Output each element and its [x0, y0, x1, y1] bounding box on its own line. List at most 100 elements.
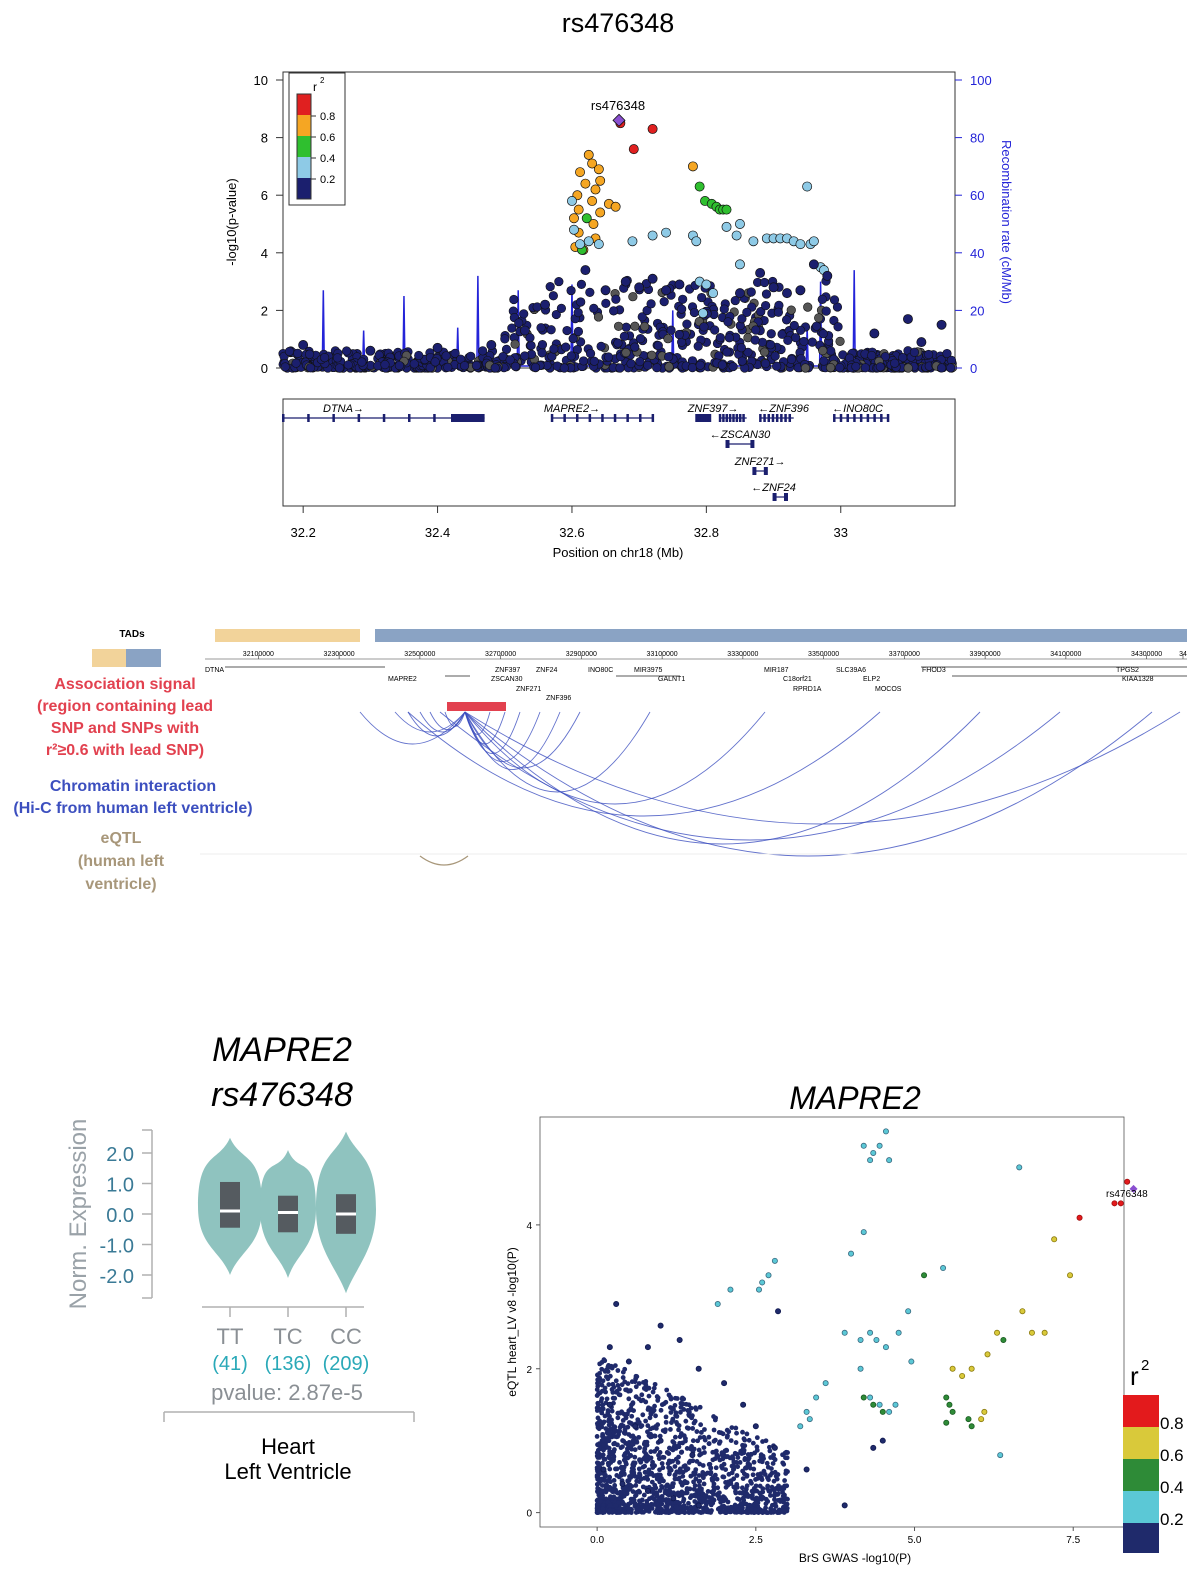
snp-point: [590, 184, 601, 195]
snp-point: [613, 338, 623, 348]
coloc-point: [659, 1461, 665, 1466]
snp-point: [291, 358, 301, 368]
coloc-point: [617, 1460, 622, 1465]
exon: [759, 414, 762, 422]
coloc-point: [742, 1443, 748, 1449]
coloc-point: [612, 1395, 618, 1401]
snp-point: [800, 363, 811, 373]
snp-point: [666, 325, 676, 335]
snp-point: [561, 342, 571, 352]
coloc-point: [611, 1447, 617, 1452]
snp-point: [293, 348, 303, 358]
coloc-point: [744, 1473, 750, 1479]
coloc-point: [601, 1437, 607, 1443]
coloc-point: [666, 1465, 671, 1471]
coloc-point: [673, 1504, 679, 1510]
coloc-point: [742, 1465, 748, 1471]
coloc-point: [782, 1478, 788, 1483]
snp-point: [860, 363, 870, 373]
coloc-y-tick-label: 4: [526, 1221, 532, 1232]
coloc-point: [712, 1437, 718, 1443]
snp-point: [867, 350, 877, 361]
exon: [735, 414, 739, 422]
coloc-point: [607, 1449, 612, 1454]
coloc-point: [619, 1480, 626, 1487]
coloc-point: [647, 1415, 653, 1421]
coloc-point: [649, 1479, 655, 1485]
snp-point: [576, 297, 586, 307]
snp-point: [585, 348, 596, 359]
violin-panel: MAPRE2 rs476348 Norm. Expression 2.0 1.0 0…: [65, 1031, 415, 1484]
coloc-point: [599, 1388, 605, 1394]
snp-point: [761, 301, 771, 311]
coloc-point: [873, 1336, 880, 1343]
locus-x-axis: 32.2 32.4 32.6 32.8 33: [291, 506, 848, 540]
legend-entry: 0.2: [320, 174, 335, 186]
exon: [433, 414, 436, 422]
exon: [357, 414, 361, 422]
coloc-point: [765, 1499, 771, 1504]
chromatin-arc: [464, 711, 1153, 857]
snp-point: [520, 351, 530, 361]
hic-gene-label: GALNT1: [658, 676, 685, 683]
exon: [732, 414, 735, 422]
exon: [451, 414, 485, 422]
coloc-point: [653, 1413, 658, 1419]
coloc-point: [860, 1229, 867, 1236]
violin-subtitle: rs476348: [211, 1076, 353, 1114]
coloc-point: [724, 1434, 730, 1440]
exon: [588, 414, 592, 422]
snp-point: [568, 333, 578, 344]
coloc-legend-title-sup: 2: [1141, 1357, 1149, 1374]
snp-point: [280, 362, 290, 372]
chromatin-arc: [464, 711, 1181, 825]
coloc-point: [1028, 1329, 1035, 1336]
coloc-point: [632, 1460, 638, 1466]
coloc-point: [741, 1450, 747, 1456]
coloc-point: [689, 1415, 695, 1421]
snp-point: [583, 149, 594, 160]
snp-point: [946, 363, 956, 373]
coloc-point: [625, 1358, 632, 1365]
coloc-point: [607, 1508, 613, 1513]
chromatin-arc: [464, 711, 766, 805]
coloc-point: [664, 1387, 670, 1393]
coloc-point: [715, 1454, 721, 1459]
coloc-point: [713, 1465, 719, 1471]
coloc-point: [609, 1417, 614, 1423]
coloc-point: [769, 1466, 774, 1471]
snp-point: [802, 181, 813, 192]
coord-label: 32100000: [243, 651, 274, 658]
coloc-panel: MAPRE2 0.0 2.5 5.0 7.5 0 2 4 rs476348 BrS GWA…: [505, 1080, 1184, 1565]
snp-point: [357, 357, 367, 367]
snp-point: [432, 342, 443, 353]
coloc-point: [764, 1460, 770, 1466]
coloc-point: [806, 1416, 813, 1423]
exon: [696, 414, 700, 422]
coloc-point: [732, 1450, 738, 1456]
coloc-point: [747, 1493, 752, 1499]
coloc-point: [770, 1461, 776, 1466]
snp-point: [808, 259, 819, 270]
coloc-point: [727, 1478, 733, 1484]
coloc-point: [698, 1430, 704, 1435]
coloc-point: [617, 1392, 623, 1398]
coloc-point: [611, 1456, 616, 1462]
coloc-point: [776, 1486, 782, 1492]
coloc-point: [760, 1486, 766, 1492]
coloc-point: [595, 1372, 600, 1378]
chromatin-arc: [464, 711, 581, 769]
snp-point: [628, 144, 639, 155]
gene-label: DTNA→: [323, 403, 364, 415]
snp-point: [693, 341, 703, 351]
coloc-point: [730, 1508, 736, 1514]
snp-point: [756, 306, 766, 317]
coloc-x-tick-label: 5.0: [908, 1535, 922, 1546]
snp-point: [620, 276, 631, 287]
chromatin-arc: [407, 711, 881, 817]
coloc-point: [771, 1452, 777, 1458]
snp-point: [942, 348, 952, 359]
coloc-point: [601, 1456, 607, 1462]
snp-point: [808, 236, 819, 247]
